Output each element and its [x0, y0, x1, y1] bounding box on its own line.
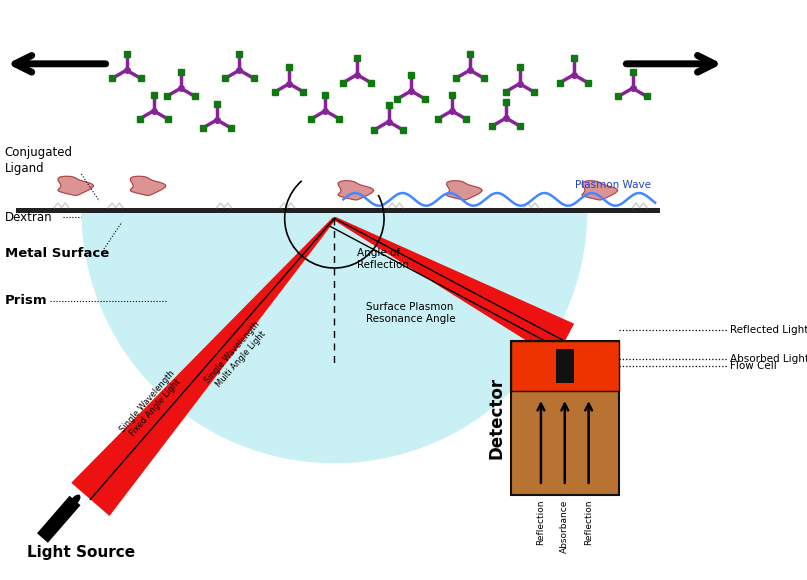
Polygon shape — [582, 181, 617, 200]
Text: Surface Plasmon
Resonance Angle: Surface Plasmon Resonance Angle — [366, 302, 456, 324]
Text: Detector: Detector — [487, 377, 505, 459]
Text: Reflection: Reflection — [584, 499, 593, 545]
Text: Plasmon Wave: Plasmon Wave — [575, 180, 650, 190]
Polygon shape — [71, 217, 336, 516]
Polygon shape — [338, 181, 374, 200]
Polygon shape — [130, 176, 165, 195]
Bar — [511, 341, 619, 495]
Ellipse shape — [69, 495, 81, 506]
Text: Prism: Prism — [5, 294, 47, 307]
Text: Single Wavelength
Multi Angle Light: Single Wavelength Multi Angle Light — [203, 320, 270, 392]
Polygon shape — [82, 210, 587, 463]
Bar — [511, 341, 619, 391]
Text: Metal Surface: Metal Surface — [5, 247, 109, 260]
Polygon shape — [333, 217, 574, 359]
Text: Reflection: Reflection — [537, 499, 546, 545]
Bar — [556, 349, 574, 383]
Text: Flow Cell: Flow Cell — [730, 361, 777, 371]
Bar — [16, 208, 659, 213]
Text: Absorbance: Absorbance — [560, 499, 569, 553]
Polygon shape — [446, 181, 482, 200]
Text: Dextran: Dextran — [5, 211, 52, 224]
Text: Conjugated
Ligand: Conjugated Ligand — [5, 146, 73, 175]
Polygon shape — [58, 176, 94, 195]
Text: Absorbed Light: Absorbed Light — [730, 354, 807, 364]
Text: Angle of
Reflection: Angle of Reflection — [357, 248, 409, 270]
Text: Reflected Light: Reflected Light — [730, 325, 807, 335]
Polygon shape — [37, 496, 81, 543]
Text: Single Wavelength
Fixed Angle Light: Single Wavelength Fixed Angle Light — [118, 368, 185, 440]
Text: Light Source: Light Source — [27, 545, 136, 560]
